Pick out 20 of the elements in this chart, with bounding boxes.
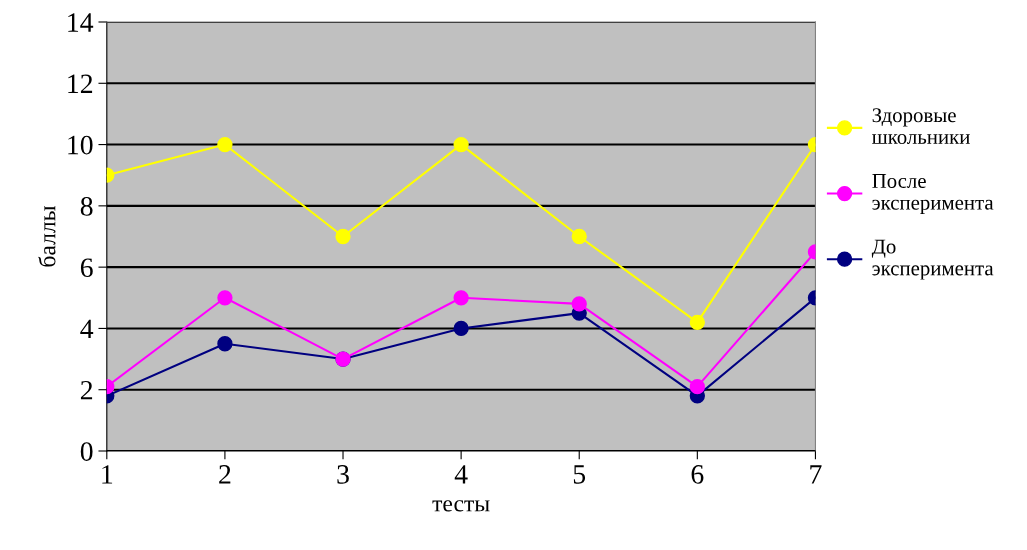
x-tick-label: 2	[219, 465, 231, 484]
y-tick-label: 14	[68, 13, 94, 32]
y-tick-label: 6	[80, 258, 93, 278]
y-tick-label: 0	[80, 442, 93, 461]
y-tick-label: 2	[80, 380, 93, 400]
legend-label: До эксперимента	[871, 239, 994, 280]
legend-label: После эксперимента	[872, 174, 994, 214]
y-tick-label: 10	[68, 135, 93, 155]
x-tick-label: 5	[573, 465, 586, 484]
y-tick-label: 8	[80, 197, 93, 216]
x-tick-label: 7	[810, 465, 822, 484]
y-axis-title: баллы	[38, 205, 56, 267]
x-tick-label: 6	[691, 465, 704, 484]
x-tick-label: 3	[337, 465, 349, 484]
legend-label: Здоровые школьники	[872, 108, 970, 145]
x-tick-label: 1	[102, 465, 113, 484]
y-tick-label: 12	[68, 74, 93, 93]
y-tick-label: 4	[80, 319, 94, 339]
x-tick-label: 4	[454, 465, 468, 484]
x-axis-title: тесты	[432, 500, 490, 512]
